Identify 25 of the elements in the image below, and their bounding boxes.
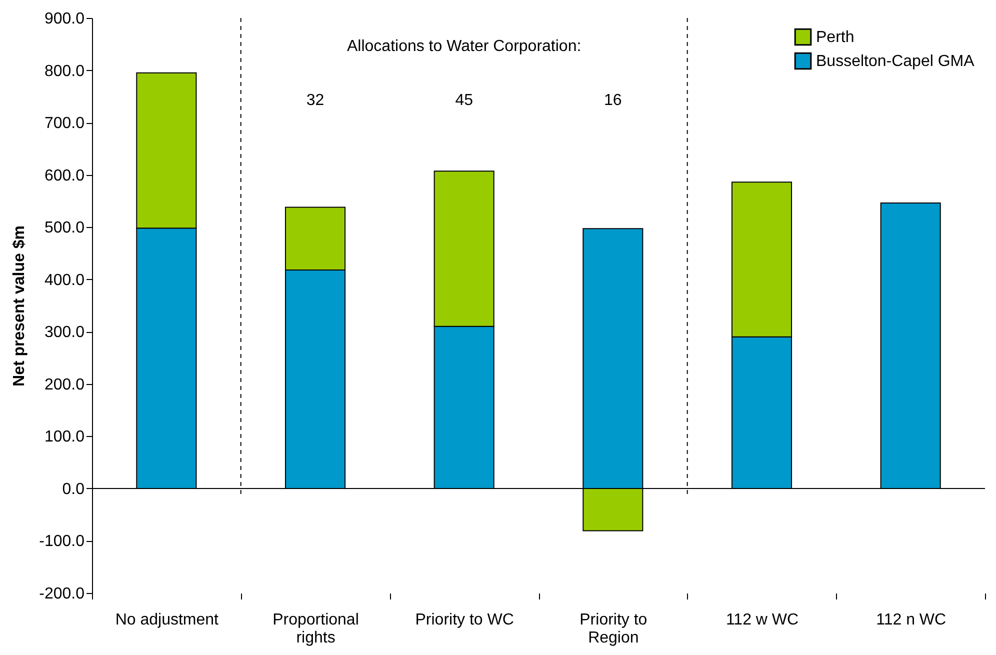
y-tick-label: 500.0 xyxy=(44,220,85,237)
x-tick-label: 112 n WC xyxy=(876,612,946,628)
legend-label: Busselton-Capel GMA xyxy=(816,53,975,70)
x-tick-label: Priority to Region xyxy=(580,612,648,646)
x-tick-label: Proportional rights xyxy=(272,612,359,646)
y-tick-label: 100.0 xyxy=(44,428,85,446)
y-tick-label: 800.0 xyxy=(44,62,85,80)
x-tick-label: Priority to WC xyxy=(415,612,514,628)
x-tick-label: No adjustment xyxy=(115,612,220,628)
y-tick-label: 400.0 xyxy=(44,272,85,289)
y-axis-title: Net present value $m xyxy=(11,226,28,386)
y-tick-label: -200.0 xyxy=(39,586,85,602)
y-tick-label: 700.0 xyxy=(44,115,85,132)
y-tick-label: 600.0 xyxy=(44,167,85,184)
annotation: 32 xyxy=(306,92,324,109)
y-tick-label: 0.0 xyxy=(62,480,85,498)
y-tick-label: 200.0 xyxy=(44,376,85,394)
annotation: Allocations to Water Corporation: xyxy=(346,38,582,55)
annotation: 45 xyxy=(455,92,474,109)
x-tick-label: 112 w WC xyxy=(726,612,799,628)
legend-label: Perth xyxy=(816,29,854,46)
y-tick-label: 300.0 xyxy=(44,324,85,342)
y-tick-label: 900.0 xyxy=(44,10,85,28)
annotation: 16 xyxy=(604,92,622,109)
y-tick-label: -100.0 xyxy=(39,533,85,550)
